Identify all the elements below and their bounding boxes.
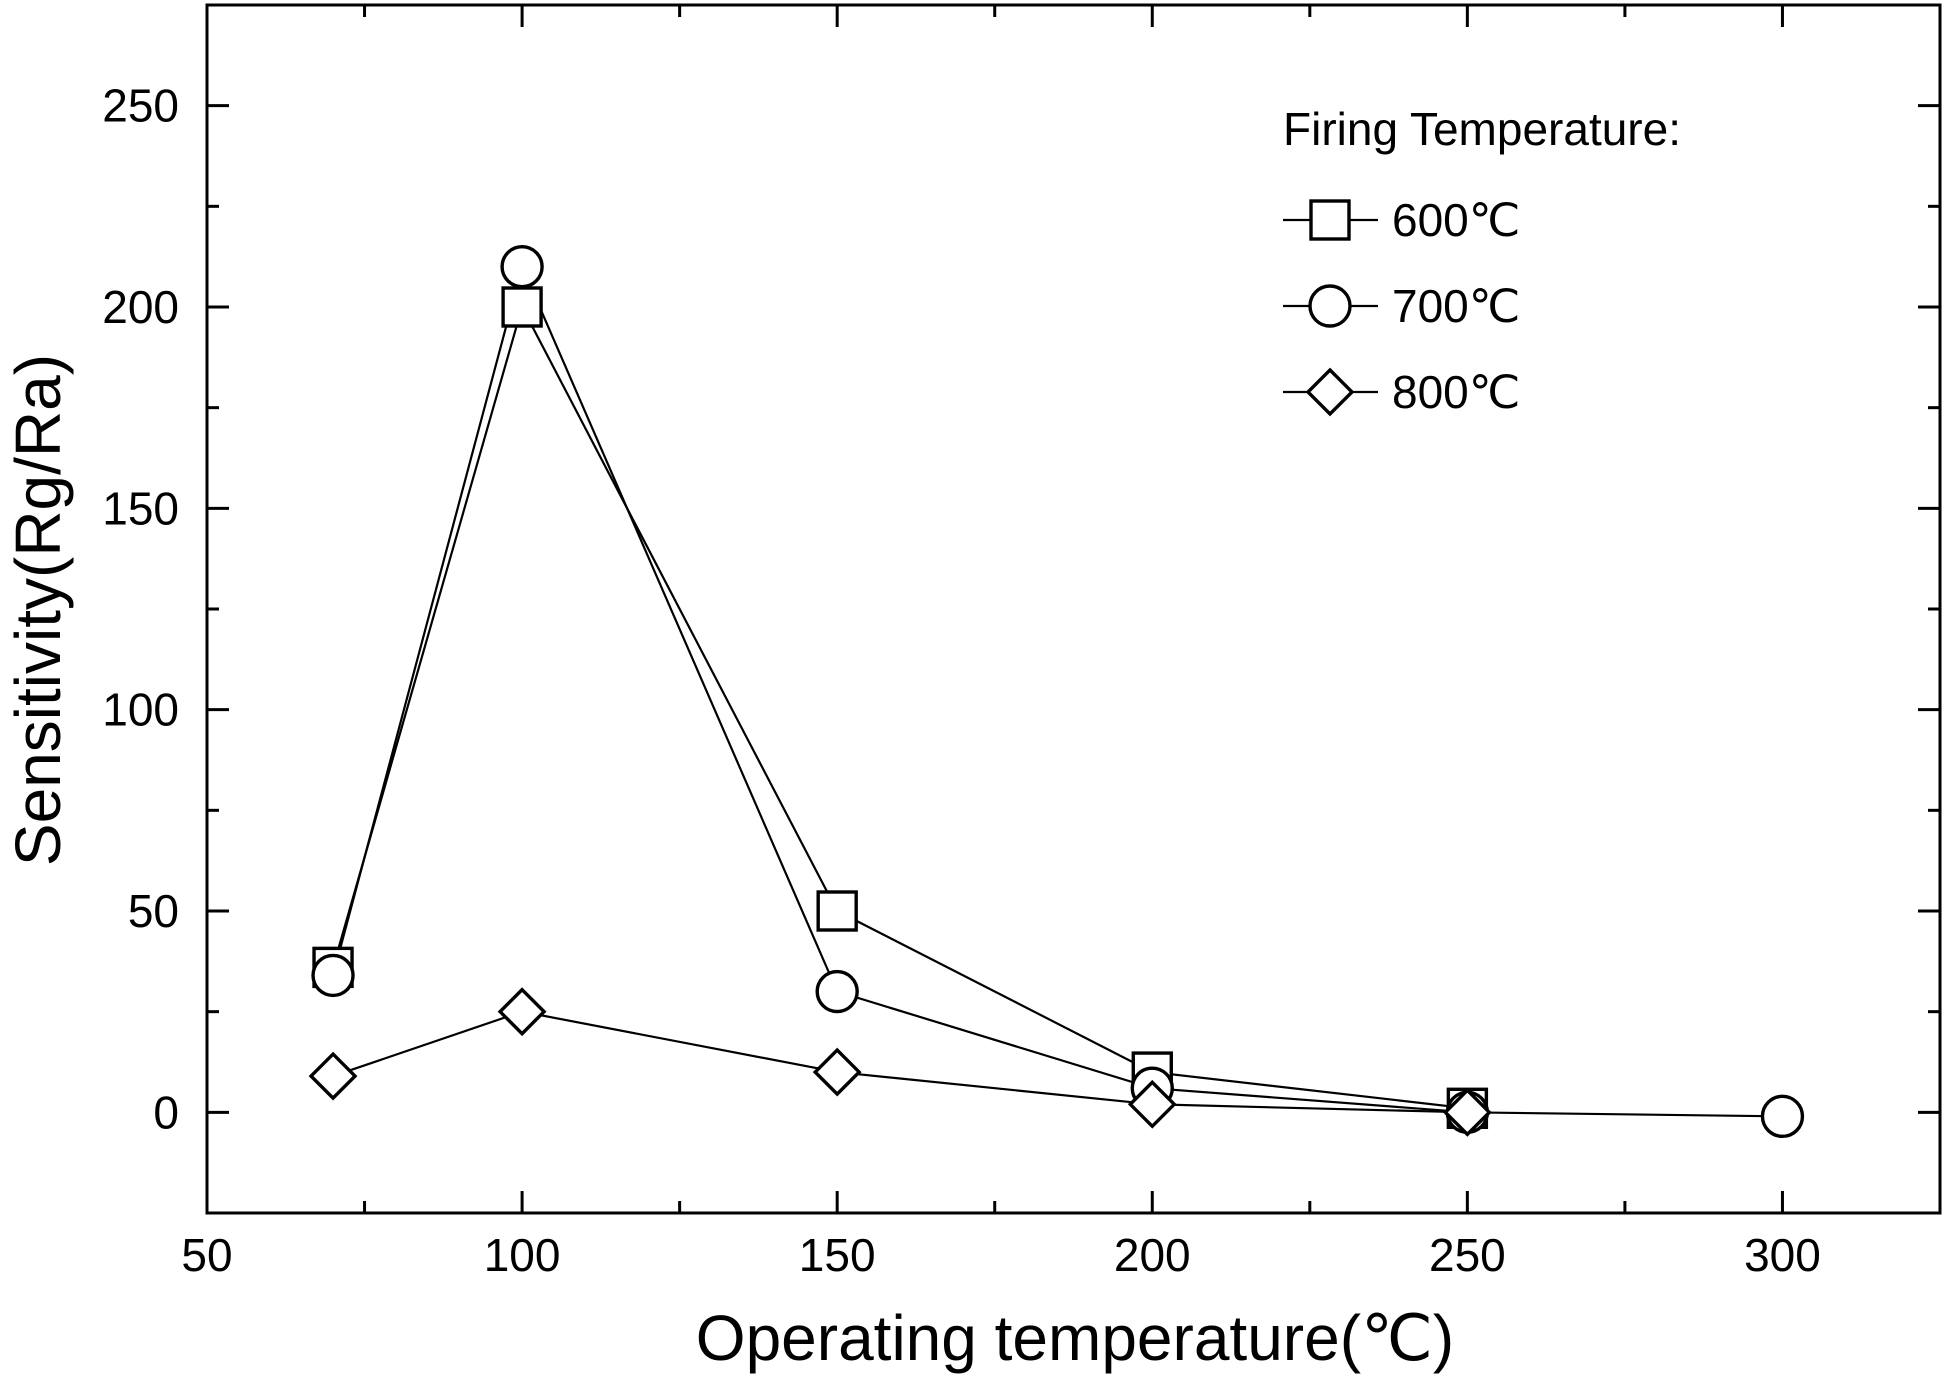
data-point-diamond [308, 1051, 358, 1101]
legend-label: 800℃ [1392, 366, 1520, 418]
x-tick-label: 50 [181, 1229, 232, 1281]
legend-title: Firing Temperature: [1283, 103, 1681, 155]
series-lines [331, 263, 1783, 1118]
series-line-square [331, 304, 1468, 1110]
data-point-diamond [1442, 1087, 1492, 1137]
y-axis-title: Sensitivity(Rg/Ra) [2, 354, 74, 866]
y-tick-label: 200 [102, 281, 179, 333]
data-point-diamond [497, 987, 547, 1037]
data-point-circle [500, 245, 544, 289]
data-point-square [501, 286, 543, 328]
data-point-square [816, 890, 858, 932]
series-line-diamond [332, 1010, 1468, 1114]
data-point-diamond [812, 1047, 862, 1097]
x-tick-label: 100 [484, 1229, 561, 1281]
data-point-diamond [1127, 1079, 1177, 1129]
legend-marker-diamond [1305, 367, 1355, 417]
x-tick-label: 300 [1744, 1229, 1821, 1281]
data-point-circle [311, 953, 355, 998]
y-tick-label: 250 [102, 80, 179, 132]
x-tick-label: 250 [1429, 1229, 1506, 1281]
axis-tick-labels: 50 100 150 200 250 300 0 50 100 150 200 250 [102, 80, 1821, 1281]
data-point-circle [815, 969, 859, 1014]
y-tick-label: 150 [102, 482, 179, 534]
axis-ticks [205, 3, 1942, 1215]
legend-label: 700℃ [1392, 280, 1520, 332]
data-point-circle [1760, 1094, 1805, 1139]
y-tick-label: 100 [102, 684, 179, 736]
x-tick-label: 150 [799, 1229, 876, 1281]
y-tick-label: 50 [128, 885, 179, 937]
legend-marker-square [1309, 199, 1351, 241]
legend-items: 600℃ 700℃ 800℃ [1283, 194, 1520, 418]
legend-label: 600℃ [1392, 194, 1520, 246]
legend-marker-circle [1308, 284, 1352, 328]
x-tick-label: 200 [1114, 1229, 1191, 1281]
legend: Firing Temperature: 600℃ 700℃ 800℃ [1283, 103, 1681, 418]
y-tick-label: 0 [153, 1086, 179, 1138]
x-axis-title: Operating temperature(℃) [696, 1302, 1454, 1374]
series-line-circle [331, 263, 1783, 1118]
series-markers [308, 245, 1805, 1139]
